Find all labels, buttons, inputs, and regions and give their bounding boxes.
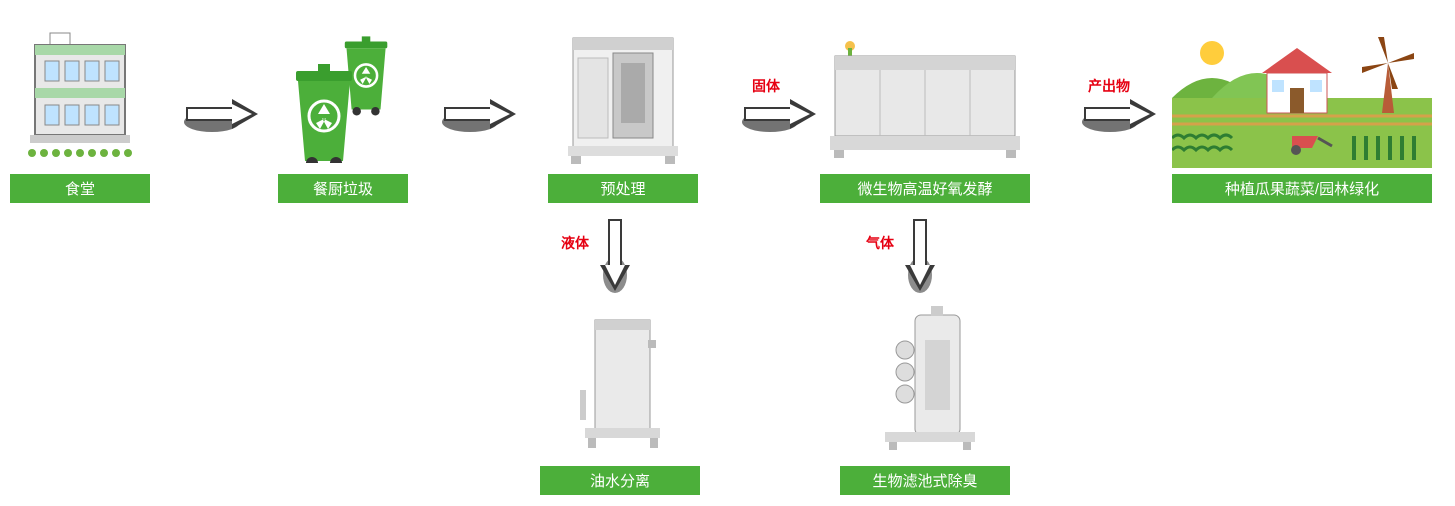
- output-label: 种植瓜果蔬菜/园林绿化: [1172, 174, 1432, 203]
- arrow-4-label: 产出物: [1088, 76, 1130, 96]
- arrow-5: 液体: [595, 215, 635, 295]
- ferment-machine-icon: [820, 18, 1030, 168]
- pretreat-machine-icon: [548, 18, 698, 168]
- canteen-label: 食堂: [10, 174, 150, 203]
- arrow-4: 产出物: [1080, 94, 1160, 134]
- oilwater-machine-icon: [540, 300, 700, 460]
- arrow-3: 固体: [740, 94, 820, 134]
- oilwater-label: 油水分离: [540, 466, 700, 495]
- farm-garden-icon: [1172, 18, 1432, 168]
- ferment-label: 微生物高温好氧发酵: [820, 174, 1030, 203]
- node-ferment: 微生物高温好氧发酵: [820, 18, 1030, 203]
- node-biofilter: 生物滤池式除臭: [840, 300, 1010, 495]
- arrow-1: [182, 94, 262, 134]
- arrow-6-label: 气体: [866, 233, 894, 253]
- biofilter-label: 生物滤池式除臭: [840, 466, 1010, 495]
- arrow-5-label: 液体: [561, 233, 589, 253]
- canteen-icon: [10, 18, 150, 168]
- node-oilwater: 油水分离: [540, 300, 700, 495]
- waste-label: 餐厨垃圾: [278, 174, 408, 203]
- waste-bins-icon: [278, 18, 408, 168]
- arrow-6: 气体: [900, 215, 940, 295]
- biofilter-machine-icon: [840, 300, 1010, 460]
- pretreat-label: 预处理: [548, 174, 698, 203]
- node-pretreat: 预处理: [548, 18, 698, 203]
- node-canteen: 食堂: [10, 18, 150, 203]
- node-output: 种植瓜果蔬菜/园林绿化: [1172, 18, 1432, 203]
- arrow-2: [440, 94, 520, 134]
- node-waste: 餐厨垃圾: [278, 18, 408, 203]
- arrow-3-label: 固体: [752, 76, 780, 96]
